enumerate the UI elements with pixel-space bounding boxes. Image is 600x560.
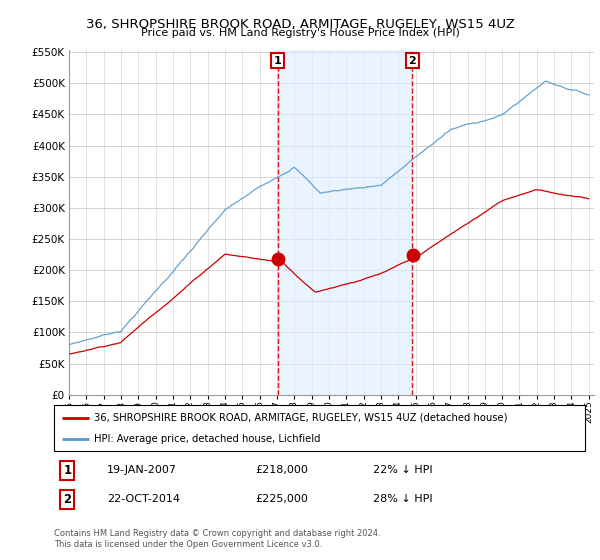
Text: Contains HM Land Registry data © Crown copyright and database right 2024.
This d: Contains HM Land Registry data © Crown c… — [54, 529, 380, 549]
Text: 19-JAN-2007: 19-JAN-2007 — [107, 465, 177, 475]
Text: £218,000: £218,000 — [256, 465, 308, 475]
Text: £225,000: £225,000 — [256, 494, 308, 505]
Text: 36, SHROPSHIRE BROOK ROAD, ARMITAGE, RUGELEY, WS15 4UZ (detached house): 36, SHROPSHIRE BROOK ROAD, ARMITAGE, RUG… — [94, 413, 508, 423]
Text: 28% ↓ HPI: 28% ↓ HPI — [373, 494, 432, 505]
Text: 2: 2 — [63, 493, 71, 506]
Text: 22% ↓ HPI: 22% ↓ HPI — [373, 465, 432, 475]
Text: 36, SHROPSHIRE BROOK ROAD, ARMITAGE, RUGELEY, WS15 4UZ: 36, SHROPSHIRE BROOK ROAD, ARMITAGE, RUG… — [86, 18, 514, 31]
Text: HPI: Average price, detached house, Lichfield: HPI: Average price, detached house, Lich… — [94, 435, 320, 444]
Text: Price paid vs. HM Land Registry's House Price Index (HPI): Price paid vs. HM Land Registry's House … — [140, 28, 460, 38]
Text: 1: 1 — [63, 464, 71, 477]
Text: 1: 1 — [274, 55, 281, 66]
Text: 22-OCT-2014: 22-OCT-2014 — [107, 494, 180, 505]
Bar — [278, 50, 412, 395]
Text: 2: 2 — [409, 55, 416, 66]
FancyBboxPatch shape — [54, 405, 585, 451]
